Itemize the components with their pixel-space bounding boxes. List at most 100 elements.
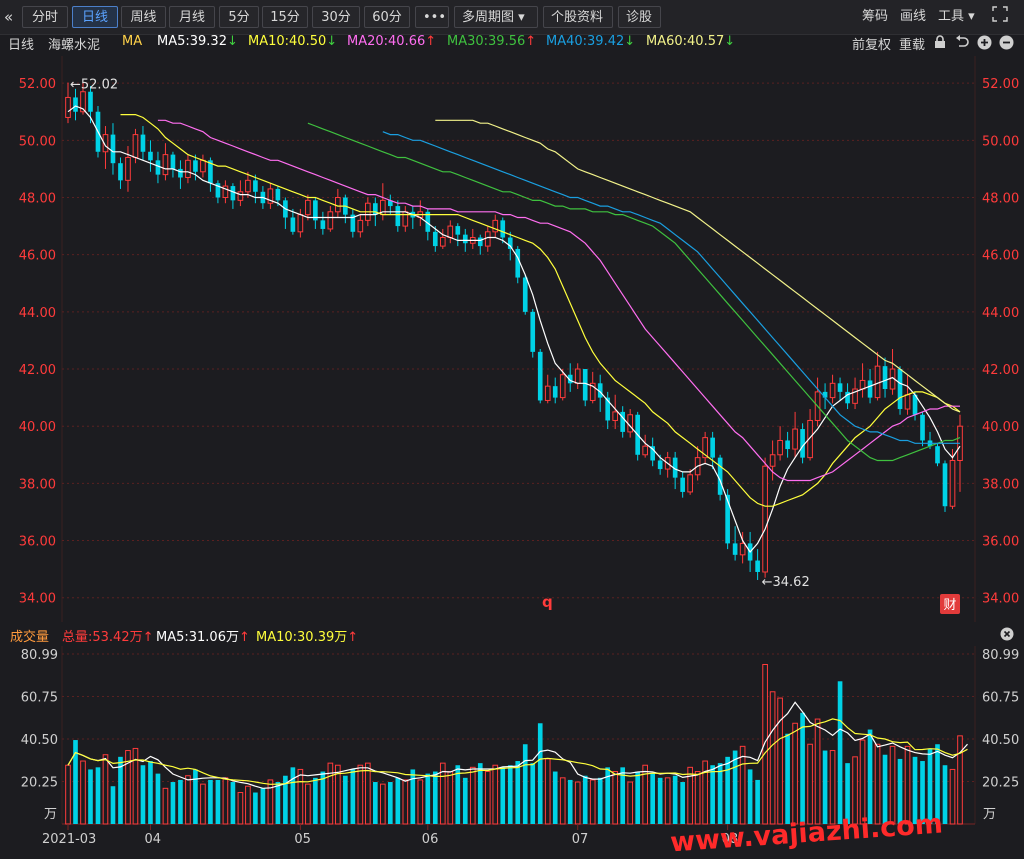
- candle-body: [200, 159, 206, 173]
- ma5-value: MA5:39.32↓: [157, 34, 238, 49]
- candle-body: [785, 440, 790, 450]
- finance-badge: [940, 594, 960, 614]
- volume-bar: [140, 765, 146, 824]
- volume-bar: [425, 773, 431, 824]
- tab-7[interactable]: 60分: [364, 6, 410, 28]
- volume-bar: [327, 762, 334, 825]
- close-volume-icon[interactable]: [1000, 627, 1014, 645]
- price-tick-right: 36.00: [982, 535, 1019, 550]
- candle-body: [822, 391, 828, 398]
- volume-legend-row: 成交量 总量:53.42万↑ MA5:31.06万↑ MA10:30.39万↑: [0, 624, 1024, 646]
- candle-body: [732, 543, 738, 555]
- back-icon[interactable]: «: [4, 8, 14, 26]
- candle-body: [110, 134, 116, 164]
- stock-info-button[interactable]: 个股资料: [543, 6, 613, 28]
- x-tick-label: 07: [572, 832, 589, 847]
- volume-bar: [845, 763, 850, 824]
- vol-tick-right: 40.50: [982, 733, 1019, 748]
- price-tick-right: 52.00: [982, 77, 1019, 92]
- undo-icon[interactable]: [955, 35, 969, 53]
- diagnosis-button[interactable]: 诊股: [618, 6, 661, 28]
- event-marker-q: q: [542, 593, 553, 611]
- volume-bar: [574, 781, 581, 825]
- candle-body: [874, 365, 881, 399]
- volume-bar: [935, 744, 940, 824]
- candle-body: [657, 460, 663, 470]
- volume-bar: [395, 777, 401, 824]
- reload-button[interactable]: 重载: [899, 38, 926, 53]
- candle-body: [552, 386, 558, 398]
- volume-bar: [373, 782, 378, 824]
- tools-dropdown[interactable]: 工具 ▾: [938, 9, 975, 24]
- tab-1[interactable]: 日线: [72, 6, 118, 28]
- volume-bar: [110, 786, 116, 824]
- volume-bar: [530, 763, 536, 824]
- candle-body: [544, 385, 551, 401]
- price-tick-left: 38.00: [19, 477, 56, 492]
- multi-period-dropdown[interactable]: 多周期图 ▾: [454, 6, 538, 28]
- candle-body: [507, 237, 513, 249]
- candle-body: [605, 397, 611, 421]
- price-chart[interactable]: 52.00 52.00 50.00 50.00 48.00 48.00 46.00 46.00…: [0, 52, 1024, 624]
- tab-2[interactable]: 周线: [121, 6, 166, 28]
- volume-bar: [417, 779, 424, 825]
- candle-body: [725, 494, 730, 544]
- volume-bar: [275, 782, 281, 824]
- volume-bar: [837, 681, 843, 824]
- volume-chart[interactable]: 80.99 80.99 60.75 60.75 40.50 40.50 20.25 20.25…: [0, 646, 1024, 853]
- lock-icon[interactable]: [934, 35, 946, 53]
- volume-bar: [957, 735, 963, 825]
- price-tick-left: 46.00: [19, 249, 56, 264]
- ma5-line: [67, 105, 961, 553]
- volume-bar: [253, 792, 258, 824]
- adjust-button[interactable]: 前复权: [852, 38, 892, 53]
- vol-unit-left: 万: [44, 807, 57, 822]
- volume-bar: [867, 729, 873, 824]
- price-tick-left: 42.00: [19, 363, 56, 378]
- draw-line-button[interactable]: 画线: [900, 9, 927, 24]
- volume-bar: [439, 762, 446, 825]
- tab-4[interactable]: 5分: [219, 6, 259, 28]
- tab-5[interactable]: 15分: [262, 6, 308, 28]
- candle-body: [170, 154, 176, 169]
- volume-bar: [170, 782, 176, 824]
- candle-body: [193, 160, 198, 172]
- volume-bar: [185, 775, 191, 825]
- candle-body: [829, 382, 836, 399]
- volume-bar: [852, 756, 858, 825]
- candle-body: [717, 457, 723, 495]
- chips-button[interactable]: 筹码: [862, 9, 889, 24]
- zoom-out-icon[interactable]: [999, 35, 1014, 54]
- volume-bar: [102, 754, 109, 825]
- more-button[interactable]: •••: [415, 6, 449, 28]
- candle-body: [935, 446, 940, 464]
- zoom-in-icon[interactable]: [977, 35, 992, 54]
- volume-bar: [410, 769, 416, 824]
- tab-0[interactable]: 分时: [22, 6, 68, 28]
- candle-body: [395, 206, 401, 227]
- price-tick-right: 40.00: [982, 420, 1019, 435]
- volume-bar: [95, 767, 101, 824]
- volume-bar: [927, 748, 933, 824]
- candle-body: [522, 277, 528, 312]
- volume-bar: [379, 783, 386, 825]
- tab-3[interactable]: 月线: [169, 6, 215, 28]
- volume-bar: [769, 691, 776, 825]
- candle-body: [710, 437, 715, 458]
- candle-body: [290, 217, 296, 232]
- volume-bar: [350, 769, 356, 824]
- ma20-line: [157, 119, 960, 482]
- candle-body: [762, 465, 768, 573]
- fullscreen-icon[interactable]: [992, 6, 1008, 28]
- candle-body: [357, 219, 364, 233]
- ma-label[interactable]: MA: [122, 34, 143, 49]
- x-tick-label: 05: [294, 832, 311, 847]
- tab-6[interactable]: 30分: [312, 6, 360, 28]
- stock-name: 海螺水泥: [48, 38, 101, 53]
- candle-body: [867, 380, 873, 398]
- candle-body: [537, 351, 543, 401]
- volume-bar: [672, 775, 678, 824]
- volume-bar: [627, 781, 634, 825]
- volume-bar: [477, 763, 483, 824]
- vol-tick-left: 40.50: [21, 733, 58, 748]
